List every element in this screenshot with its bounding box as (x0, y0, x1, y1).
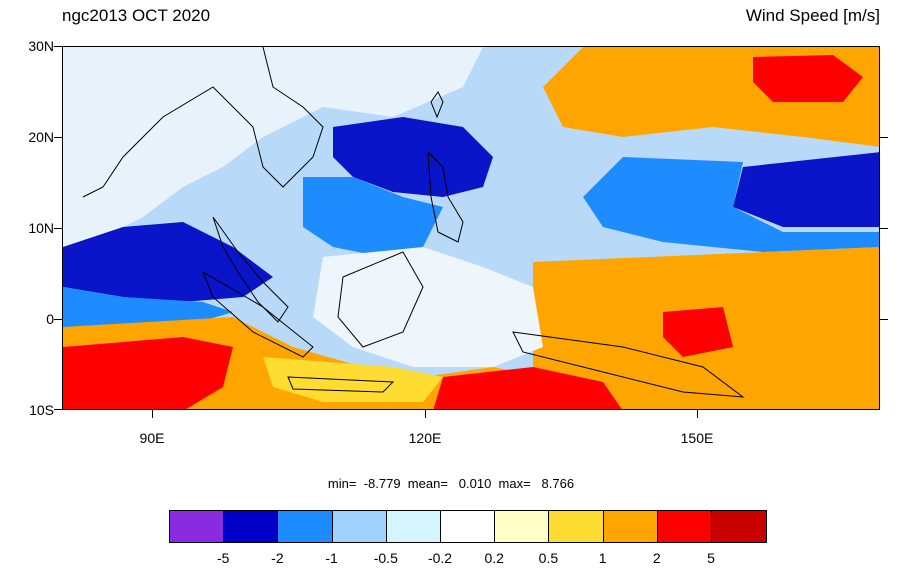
pacific-blue-band (583, 157, 879, 252)
tick-10s (54, 409, 62, 410)
colorbar-swatch (440, 511, 496, 542)
colorbar-label: 0.2 (484, 550, 504, 566)
colorbar-swatch (278, 511, 333, 542)
java-sea-yellow (263, 357, 443, 402)
lat-label-10n: 10N (28, 220, 54, 236)
mainland-region (63, 47, 483, 247)
colorbar-swatch (386, 511, 441, 542)
mainland-coast-outline (82, 47, 324, 198)
colorbar (169, 510, 768, 543)
colorbar-swatch (224, 511, 279, 542)
colorbar-label: -5 (216, 550, 230, 566)
colorbar-label: 1 (598, 550, 607, 566)
colorbar-swatch (332, 511, 387, 542)
pacific-upper-max (753, 55, 863, 102)
colorbar-label: -1 (325, 550, 338, 566)
tick-right-eq (880, 319, 888, 320)
lat-label-10s: 10S (29, 402, 54, 418)
timor-sea-max (433, 367, 622, 409)
lat-label-30n: 30N (28, 38, 54, 54)
taiwan-outline (430, 91, 444, 119)
scs-low-region (333, 117, 493, 197)
maritime-islands-region (313, 247, 543, 367)
lon-label-120e: 120E (408, 430, 442, 446)
borneo-outline (337, 251, 424, 348)
tick-right-20n (880, 137, 888, 138)
peninsula-outline (212, 216, 289, 323)
tick-20n (54, 137, 62, 138)
colorbar-label: 5 (707, 550, 715, 566)
colorbar-swatch (170, 511, 225, 542)
java-outline (287, 376, 395, 393)
scs-blue-region (303, 177, 443, 257)
philippines-outline (427, 150, 464, 243)
tick-90e (152, 410, 153, 418)
pacific-lower-max (663, 307, 733, 357)
tick-10n (54, 228, 62, 229)
colorbar-label: -2 (271, 550, 284, 566)
tick-right-10n (880, 228, 888, 229)
colorbar-label: -0.2 (427, 550, 453, 566)
variable-title: Wind Speed [m/s] (745, 6, 880, 25)
colorbar-label: 2 (652, 550, 661, 566)
colorbar-swatch (549, 511, 604, 542)
wind-speed-map (62, 46, 880, 410)
lat-label-20n: 20N (28, 129, 54, 145)
tick-eq (54, 319, 62, 320)
colorbar-swatch (495, 511, 550, 542)
sumatra-outline (201, 270, 314, 358)
new-guinea-outline (512, 331, 745, 398)
tick-120e (425, 410, 426, 418)
map-canvas (63, 47, 879, 409)
tick-150e (697, 410, 698, 418)
southern-indian-max (63, 337, 233, 409)
stats-line: min= -8.779 mean= 0.010 max= 8.766 (327, 476, 575, 491)
lon-label-150e: 150E (680, 430, 714, 446)
pacific-low-band (733, 152, 879, 227)
colorbar-swatch (603, 511, 658, 542)
colorbar-swatch (657, 511, 712, 542)
lat-label-eq: 0 (46, 311, 54, 327)
colorbar-label: -0.5 (373, 550, 398, 566)
map-title: ngc2013 OCT 2020 (62, 6, 211, 25)
lon-label-90e: 90E (139, 430, 165, 446)
tick-30n (54, 46, 62, 47)
colorbar-label: 0.5 (538, 550, 559, 566)
colorbar-swatch (711, 511, 767, 542)
